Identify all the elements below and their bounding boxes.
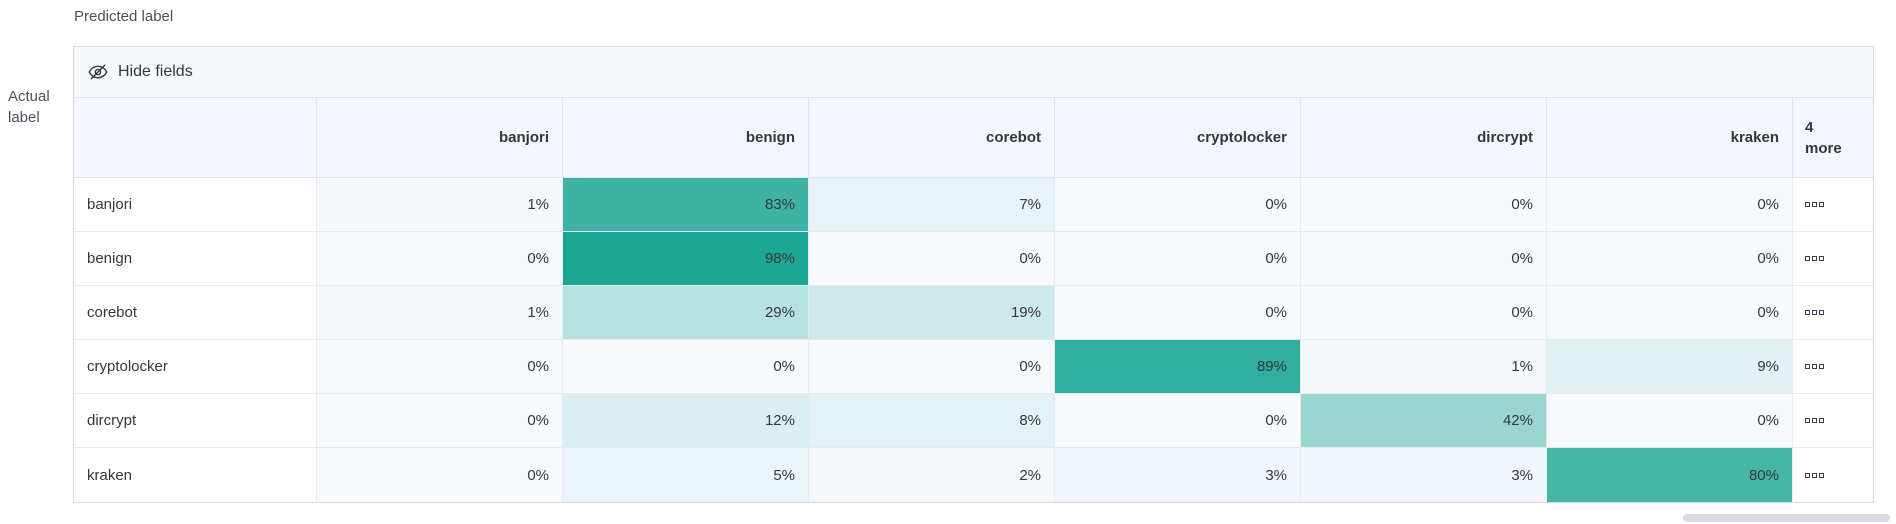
box-icon [1819,418,1824,423]
row-label-banjori: banjori [74,178,317,231]
cell-kraken-cryptolocker: 3% [1055,448,1301,502]
cell-dircrypt-dircrypt: 42% [1301,394,1547,447]
boxes-horizontal-icon[interactable] [1805,472,1824,478]
cell-banjori-dircrypt: 0% [1301,178,1547,231]
row-actions-cell [1793,394,1873,447]
cell-dircrypt-benign: 12% [563,394,809,447]
cell-dircrypt-cryptolocker: 0% [1055,394,1301,447]
hidden-columns-count: 4 [1805,118,1814,136]
cell-banjori-kraken: 0% [1547,178,1793,231]
column-header-dircrypt[interactable]: dircrypt [1301,98,1547,177]
cell-cryptolocker-benign: 0% [563,340,809,393]
column-header-banjori[interactable]: banjori [317,98,563,177]
box-icon [1805,418,1810,423]
box-icon [1805,256,1810,261]
row-label-kraken: kraken [74,448,317,502]
cell-cryptolocker-corebot: 0% [809,340,1055,393]
cell-banjori-banjori: 1% [317,178,563,231]
box-icon [1805,472,1810,478]
box-icon [1819,472,1824,478]
cell-corebot-benign: 29% [563,286,809,339]
cell-cryptolocker-cryptolocker: 89% [1055,340,1301,393]
matrix-header-row: banjori benign corebot cryptolocker dircrypt… [74,98,1873,178]
box-icon [1819,256,1824,261]
column-header-corebot[interactable]: corebot [809,98,1055,177]
cell-corebot-dircrypt: 0% [1301,286,1547,339]
confusion-matrix-grid: Hide fields banjori benign corebot cryptolo… [73,46,1874,503]
box-icon [1819,202,1824,207]
cell-kraken-corebot: 2% [809,448,1055,502]
cell-benign-banjori: 0% [317,232,563,285]
matrix-row-dircrypt: dircrypt 0% 12% 8% 0% 42% 0% [74,394,1873,448]
grid-toolbar: Hide fields [74,47,1873,98]
cell-kraken-dircrypt: 3% [1301,448,1547,502]
box-icon [1812,364,1817,369]
boxes-horizontal-icon[interactable] [1805,310,1824,315]
box-icon [1819,364,1824,369]
boxes-horizontal-icon[interactable] [1805,202,1824,207]
box-icon [1812,256,1817,261]
box-icon [1812,418,1817,423]
box-icon [1819,310,1824,315]
matrix-row-cryptolocker: cryptolocker 0% 0% 0% 89% 1% 9% [74,340,1873,394]
cell-corebot-banjori: 1% [317,286,563,339]
matrix-body: banjori 1% 83% 7% 0% 0% 0% benign 0% 98% 0% 0% 0% 0% c… [74,178,1873,502]
cell-cryptolocker-banjori: 0% [317,340,563,393]
row-actions-cell [1793,232,1873,285]
boxes-horizontal-icon[interactable] [1805,418,1824,423]
matrix-row-kraken: kraken 0% 5% 2% 3% 3% 80% [74,448,1873,502]
matrix-row-benign: benign 0% 98% 0% 0% 0% 0% [74,232,1873,286]
cell-benign-benign: 98% [563,232,809,285]
row-label-corebot: corebot [74,286,317,339]
row-actions-cell [1793,448,1873,502]
row-actions-cell [1793,286,1873,339]
box-icon [1812,202,1817,207]
cell-benign-dircrypt: 0% [1301,232,1547,285]
cell-corebot-kraken: 0% [1547,286,1793,339]
row-label-dircrypt: dircrypt [74,394,317,447]
boxes-horizontal-icon[interactable] [1805,256,1824,261]
cell-dircrypt-kraken: 0% [1547,394,1793,447]
cell-benign-cryptolocker: 0% [1055,232,1301,285]
cell-kraken-banjori: 0% [317,448,563,502]
horizontal-scrollbar-thumb[interactable] [1683,514,1890,522]
cell-cryptolocker-dircrypt: 1% [1301,340,1547,393]
cell-corebot-cryptolocker: 0% [1055,286,1301,339]
cell-banjori-cryptolocker: 0% [1055,178,1301,231]
hidden-columns-word: more [1805,139,1842,157]
cell-banjori-benign: 83% [563,178,809,231]
cell-banjori-corebot: 7% [809,178,1055,231]
box-icon [1805,364,1810,369]
box-icon [1812,472,1817,478]
column-header-benign[interactable]: benign [563,98,809,177]
cell-dircrypt-banjori: 0% [317,394,563,447]
actual-label: Actual label [8,88,50,126]
cell-benign-corebot: 0% [809,232,1055,285]
box-icon [1805,202,1810,207]
column-header-kraken[interactable]: kraken [1547,98,1793,177]
eye-closed-icon [88,62,108,82]
row-label-benign: benign [74,232,317,285]
cell-kraken-benign: 5% [563,448,809,502]
hide-fields-label: Hide fields [118,63,193,80]
box-icon [1805,310,1810,315]
cell-cryptolocker-kraken: 9% [1547,340,1793,393]
column-header-cryptolocker[interactable]: cryptolocker [1055,98,1301,177]
hidden-columns-header[interactable]: 4 more [1793,98,1873,177]
row-actions-cell [1793,340,1873,393]
matrix-corner-cell [74,98,317,177]
cell-kraken-kraken: 80% [1547,448,1793,502]
row-actions-cell [1793,178,1873,231]
cell-corebot-corebot: 19% [809,286,1055,339]
box-icon [1812,310,1817,315]
predicted-label: Predicted label [74,8,174,25]
boxes-horizontal-icon[interactable] [1805,364,1824,369]
matrix-row-corebot: corebot 1% 29% 19% 0% 0% 0% [74,286,1873,340]
cell-dircrypt-corebot: 8% [809,394,1055,447]
hide-fields-button[interactable]: Hide fields [88,62,193,82]
cell-benign-kraken: 0% [1547,232,1793,285]
matrix-row-banjori: banjori 1% 83% 7% 0% 0% 0% [74,178,1873,232]
row-label-cryptolocker: cryptolocker [74,340,317,393]
